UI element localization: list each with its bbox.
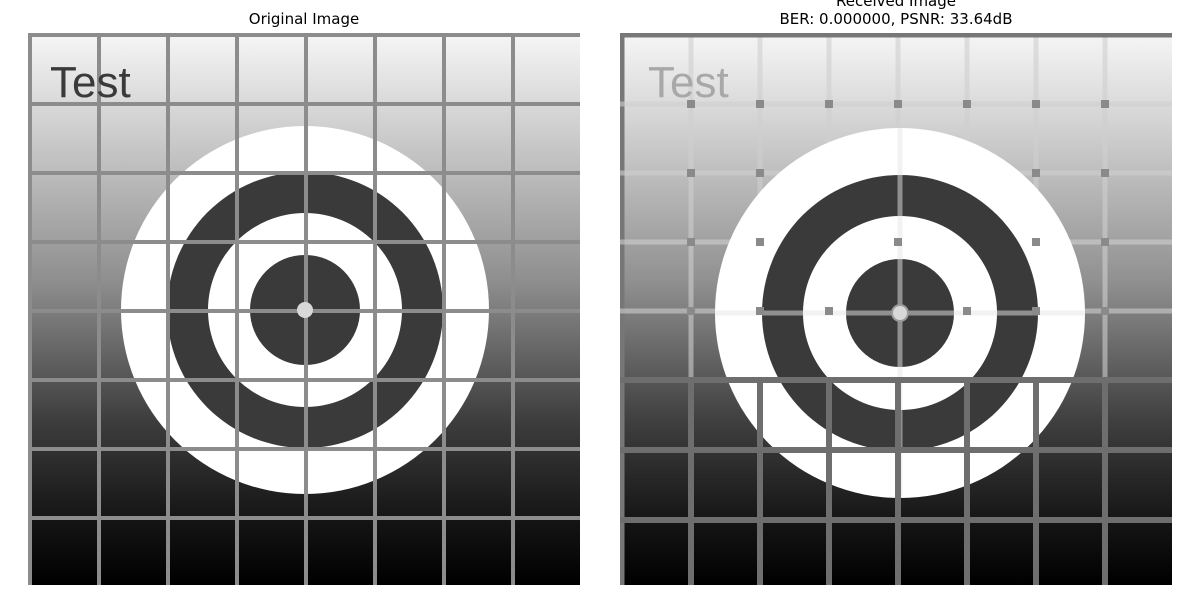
original-image-panel: Test [28, 33, 580, 585]
center-dot [891, 304, 909, 322]
received-image-metrics: BER: 0.000000, PSNR: 33.64dB [779, 10, 1013, 28]
test-label: Test [648, 58, 729, 107]
lower-grid-lines [620, 377, 1172, 585]
grid-intersection-marks [687, 100, 1109, 315]
original-image: Test [28, 33, 580, 585]
received-image: Test [620, 33, 1172, 585]
original-image-title: Original Image [248, 10, 360, 28]
received-image-panel: Test [620, 33, 1172, 585]
grid-lines [28, 33, 580, 585]
center-dot [297, 302, 313, 318]
test-label: Test [50, 58, 131, 107]
received-image-title: Received Image [836, 0, 956, 10]
